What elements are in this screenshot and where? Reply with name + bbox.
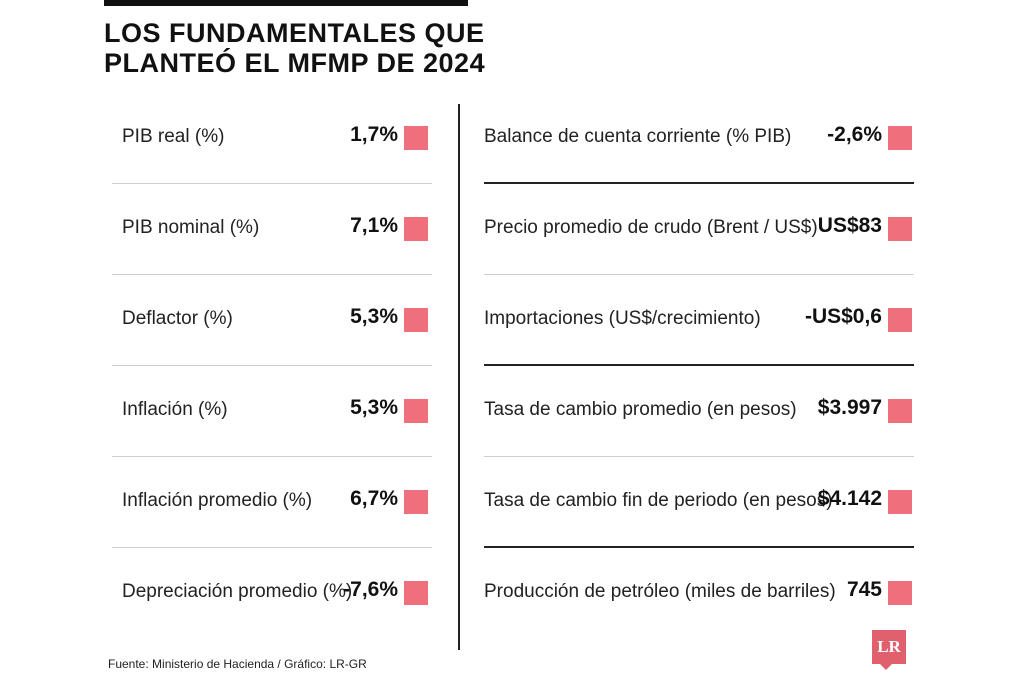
top-rule bbox=[104, 0, 468, 6]
indicator-value: -US$0,6 bbox=[804, 305, 882, 328]
indicator-row: Depreciación promedio (%) -7,6% bbox=[112, 547, 432, 638]
color-swatch bbox=[888, 126, 912, 150]
indicator-value: 1,7% bbox=[350, 123, 398, 146]
indicator-row: Producción de petróleo (miles de barrile… bbox=[484, 547, 914, 638]
color-swatch bbox=[404, 126, 428, 150]
indicator-row: Precio promedio de crudo (Brent / US$) U… bbox=[484, 183, 914, 274]
color-swatch bbox=[888, 308, 912, 332]
row-separator bbox=[484, 456, 914, 457]
indicator-value: 7,1% bbox=[350, 214, 398, 237]
indicator-row: PIB nominal (%) 7,1% bbox=[112, 183, 432, 274]
row-separator bbox=[484, 546, 914, 548]
indicator-label: Depreciación promedio (%) bbox=[122, 581, 353, 602]
row-separator bbox=[112, 456, 432, 457]
color-swatch bbox=[888, 490, 912, 514]
right-column: Balance de cuenta corriente (% PIB) -2,6… bbox=[484, 92, 914, 638]
color-swatch bbox=[404, 308, 428, 332]
indicator-row: Tasa de cambio promedio (en pesos) $3.99… bbox=[484, 365, 914, 456]
row-separator bbox=[112, 365, 432, 366]
color-swatch bbox=[888, 217, 912, 241]
row-separator bbox=[112, 547, 432, 548]
row-separator bbox=[112, 274, 432, 275]
indicator-value: -2,6% bbox=[827, 123, 882, 146]
indicator-value: 6,7% bbox=[350, 487, 398, 510]
title-line-1: LOS FUNDAMENTALES QUE bbox=[104, 18, 485, 48]
indicator-label: Importaciones (US$/crecimiento) bbox=[484, 308, 761, 329]
indicator-label: PIB nominal (%) bbox=[122, 217, 260, 238]
indicator-row: Inflación (%) 5,3% bbox=[112, 365, 432, 456]
indicator-label: Tasa de cambio fin de periodo (en pesos) bbox=[484, 490, 833, 511]
indicator-row: Inflación promedio (%) 6,7% bbox=[112, 456, 432, 547]
row-separator bbox=[484, 364, 914, 366]
title-line-2: PLANTEÓ EL MFMP DE 2024 bbox=[104, 48, 486, 78]
color-swatch bbox=[404, 217, 428, 241]
indicator-value: 745 bbox=[846, 578, 882, 601]
indicator-label: Inflación promedio (%) bbox=[122, 490, 313, 511]
indicator-value: $3.997 bbox=[817, 396, 882, 419]
indicator-value: 5,3% bbox=[350, 305, 398, 328]
color-swatch bbox=[404, 399, 428, 423]
indicator-value: US$83 bbox=[817, 214, 882, 237]
indicator-row: PIB real (%) 1,7% bbox=[112, 92, 432, 183]
indicator-row: Importaciones (US$/crecimiento) -US$0,6 bbox=[484, 274, 914, 365]
indicator-value: 5,3% bbox=[350, 396, 398, 419]
indicator-value: $4.142 bbox=[817, 487, 882, 510]
left-column: PIB real (%) 1,7% PIB nominal (%) 7,1% D… bbox=[112, 92, 432, 638]
lr-logo: LR bbox=[872, 630, 906, 670]
indicator-label: PIB real (%) bbox=[122, 126, 225, 147]
color-swatch bbox=[404, 490, 428, 514]
indicator-row: Deflactor (%) 5,3% bbox=[112, 274, 432, 365]
indicator-row: Balance de cuenta corriente (% PIB) -2,6… bbox=[484, 92, 914, 183]
indicator-label: Tasa de cambio promedio (en pesos) bbox=[484, 399, 797, 420]
indicator-value: -7,6% bbox=[343, 578, 398, 601]
indicator-label: Precio promedio de crudo (Brent / US$) bbox=[484, 217, 818, 238]
row-separator bbox=[112, 183, 432, 184]
column-divider bbox=[458, 104, 460, 650]
indicator-label: Inflación (%) bbox=[122, 399, 228, 420]
row-separator bbox=[484, 182, 914, 184]
indicator-label: Balance de cuenta corriente (% PIB) bbox=[484, 126, 792, 147]
indicator-label: Deflactor (%) bbox=[122, 308, 233, 329]
indicator-label: Producción de petróleo (miles de barrile… bbox=[484, 581, 836, 602]
color-swatch bbox=[404, 581, 428, 605]
page-title: LOS FUNDAMENTALES QUE PLANTEÓ EL MFMP DE… bbox=[104, 18, 524, 78]
color-swatch bbox=[888, 399, 912, 423]
source-note: Fuente: Ministerio de Hacienda / Gráfico… bbox=[108, 657, 367, 671]
color-swatch bbox=[888, 581, 912, 605]
indicator-row: Tasa de cambio fin de periodo (en pesos)… bbox=[484, 456, 914, 547]
row-separator bbox=[484, 274, 914, 275]
